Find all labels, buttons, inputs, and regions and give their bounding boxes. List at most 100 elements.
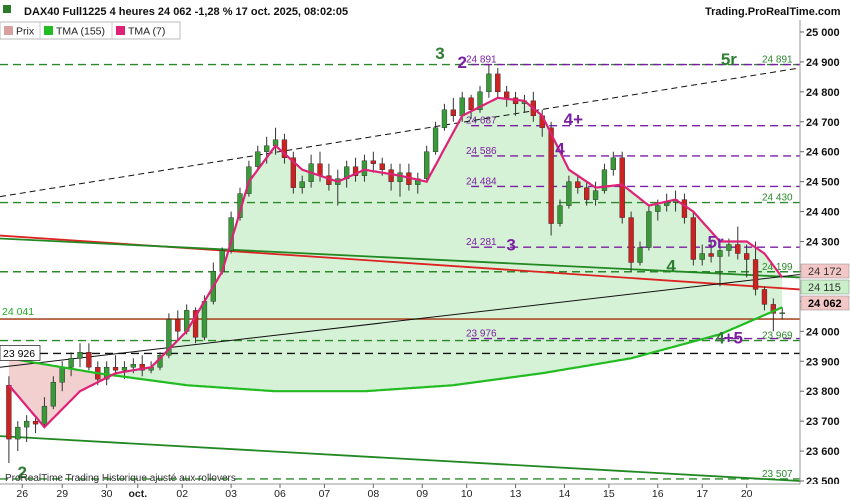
candle-down [6,385,12,440]
x-tick-label: 15 [603,488,615,500]
candle-up [15,426,21,440]
x-tick-label: 02 [176,488,188,500]
candle-up [255,151,261,167]
trendline [0,67,801,198]
candle-down [752,259,759,290]
tma-fill-area [8,97,783,428]
level-label: 23 969 [762,331,793,342]
legend-label-tma155[interactable]: TMA (155) [56,26,105,38]
wave-label: 3 [506,236,515,255]
tma7-line [8,96,784,429]
header-bar [0,0,850,20]
x-tick-label: 07 [319,488,331,500]
y-tick-label: 23 600 [806,446,840,458]
candle-down [708,253,714,257]
x-tick-label: 09 [416,488,428,500]
candle-up [779,312,785,314]
candle-up [264,145,270,152]
x-tick-label: 17 [696,488,708,500]
y-tick-label: 23 900 [806,356,840,368]
wave-label: 4 [715,328,725,347]
candle-down [112,367,119,371]
candle-down [290,157,296,188]
y-tick-label: 24 400 [806,207,840,219]
footer-note: ProRealTime Trading Historique ajusté au… [5,473,236,484]
trendline [0,435,801,482]
candle-up [166,319,172,356]
wave-label: 2 [17,463,26,482]
candle-down [192,310,199,338]
y-tick-label: 23 700 [806,416,840,428]
x-tick-label: 29 [56,488,68,500]
level-label: 24 199 [762,262,793,273]
candle-down [468,97,474,111]
y-tick-label: 24 900 [806,57,840,69]
price-axis-bg [800,20,850,484]
candle-up [459,97,465,116]
x-tick-label: 08 [367,488,379,500]
wave-label: 4+ [564,110,583,129]
x-tick-label: 30 [101,488,113,500]
legend-label-tma7[interactable]: TMA (7) [128,26,165,38]
level-label: 24 891 [762,55,793,66]
candle-up [299,181,305,188]
legend-swatch-prix [4,26,13,35]
candle-down [548,127,554,224]
candle-up [486,73,492,93]
wave-label: 5r [721,50,737,69]
level-label: 24 687 [466,116,497,127]
x-tick-label: 20 [741,488,753,500]
candle-up [566,181,572,206]
site-name: Trading.ProRealTime.com [705,6,841,18]
candle-up [726,244,732,251]
wave-label: 4 [666,256,676,275]
candle-up [637,247,643,263]
level-label: 23 976 [466,329,497,340]
candle-down [628,217,634,263]
y-tick-label: 24 500 [806,177,840,189]
candle-down [681,199,688,218]
legend-label-prix[interactable]: Prix [16,26,35,38]
chart-title: DAX40 Full1225 4 heures 24 062 -1,28 % 1… [24,6,348,18]
candle-up [68,358,74,368]
bearish-fill [8,358,112,428]
candle-down [379,163,385,170]
candle-down [761,289,768,305]
candle-down [770,304,776,314]
candle-up [557,205,563,224]
candle-down [744,253,750,260]
legend[interactable]: Prix TMA (155) TMA (7) [0,21,181,40]
candle-down [86,352,92,368]
candle-down [370,160,376,164]
candle-up [655,205,661,212]
candle-up [699,253,705,260]
x-tick-label: 03 [225,488,237,500]
left-tag-box [0,345,41,361]
candle-up [130,364,136,368]
y-tick-label: 24 000 [806,326,840,338]
candle-down [388,169,394,182]
legend-swatch-tma7 [116,26,125,35]
bullish-fill [111,97,783,392]
candle-up [59,367,65,383]
candle-down [175,319,181,332]
trendlines [0,67,801,482]
x-tick-label: 10 [461,488,473,500]
level-label: 24 430 [762,193,793,204]
candle-down [504,91,510,99]
candle-up [77,352,83,359]
level-label: 24 891 [466,55,497,66]
candle-down [735,244,741,254]
level-label: 23 507 [762,469,793,480]
candle-up [432,127,439,152]
wave-label: 2 [457,53,466,72]
candle-down [281,139,288,158]
wave-label: 5r [708,233,724,252]
y-tick-label: 24 300 [806,237,840,249]
level-label: 24 484 [466,176,497,187]
left-tag-label: 23 926 [3,348,35,360]
candle-up [592,190,599,200]
